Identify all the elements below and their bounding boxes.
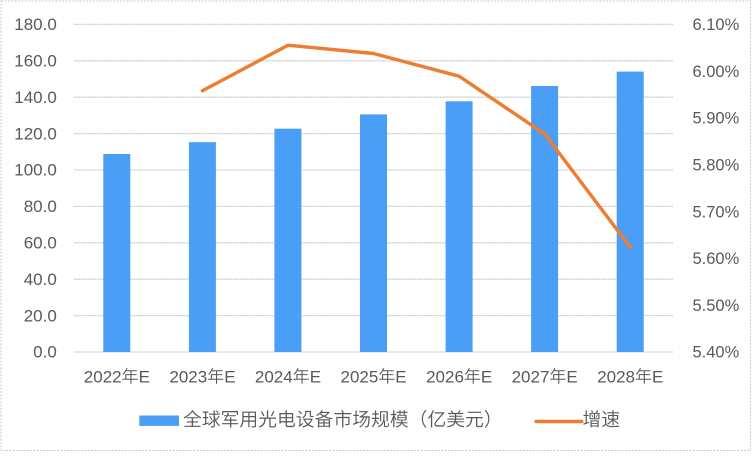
svg-text:E: E [652,367,663,386]
svg-text:5.80%: 5.80% [693,157,740,175]
svg-text:2022: 2022 [84,367,122,386]
svg-text:2023: 2023 [169,367,207,386]
svg-text:40.0: 40.0 [24,270,57,289]
svg-text:5.40%: 5.40% [693,344,740,362]
svg-text:0.0: 0.0 [33,343,57,362]
svg-text:2024: 2024 [255,367,293,386]
svg-text:100.0: 100.0 [14,161,57,180]
svg-text:140.0: 140.0 [14,88,57,107]
svg-text:120.0: 120.0 [14,124,57,143]
svg-text:5.90%: 5.90% [693,110,740,128]
svg-text:60.0: 60.0 [24,234,57,253]
svg-text:80.0: 80.0 [24,197,57,216]
svg-text:E: E [566,367,577,386]
svg-text:E: E [481,367,492,386]
svg-text:5.70%: 5.70% [693,203,740,221]
svg-text:E: E [310,367,321,386]
svg-text:6.10%: 6.10% [693,16,740,34]
svg-text:E: E [139,367,150,386]
svg-text:2028: 2028 [597,367,635,386]
svg-text:2026: 2026 [426,367,464,386]
svg-text:E: E [395,367,406,386]
svg-text:20.0: 20.0 [24,306,57,325]
svg-text:160.0: 160.0 [14,52,57,71]
svg-text:180.0: 180.0 [14,15,57,34]
svg-text:5.50%: 5.50% [693,297,740,315]
svg-text:2025: 2025 [341,367,379,386]
svg-text:2027: 2027 [512,367,550,386]
svg-text:E: E [224,367,235,386]
svg-text:6.00%: 6.00% [693,63,740,81]
svg-text:5.60%: 5.60% [693,250,740,268]
